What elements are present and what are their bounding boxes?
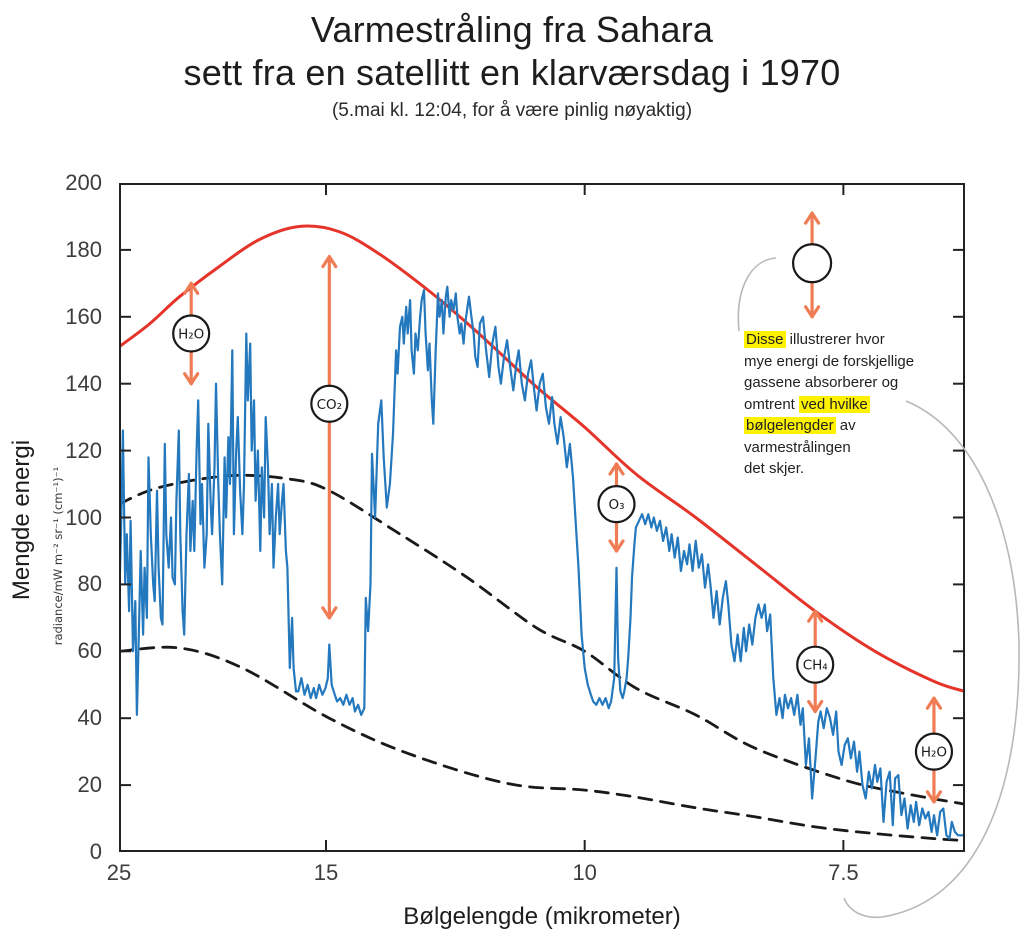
gas-circle xyxy=(172,314,211,353)
note-text: det skjer. xyxy=(744,460,805,477)
gas-circle xyxy=(597,485,636,524)
y-tick-label: 100 xyxy=(65,504,102,530)
arrow-up-icon xyxy=(807,609,824,623)
y-tick-label: 160 xyxy=(65,303,102,329)
y-tick-label: 120 xyxy=(65,437,102,463)
x-tick-label: 10 xyxy=(572,860,597,885)
dashed-reference-upper-curve xyxy=(119,473,965,806)
gas-label: CO₂ xyxy=(317,397,342,413)
arrow-down-icon xyxy=(183,372,200,386)
highlighted-text: bølgelengder xyxy=(744,417,836,434)
chart-title-line-1: Varmestråling fra Sahara xyxy=(310,9,714,50)
gas-annotation-o: O₃ xyxy=(597,462,636,553)
y-tick-label: 180 xyxy=(65,236,102,262)
chart-subtitle: (5.mai kl. 12:04, for å være pinlig nøya… xyxy=(331,100,693,121)
annotation-note-line: mye energi de forskjellige xyxy=(744,351,940,373)
arrow-down-icon xyxy=(321,606,338,620)
arrow-up-icon xyxy=(803,211,821,225)
y-axis-unit-label: radiance/mW m⁻² sr⁻¹ (cm⁻¹)⁻¹ xyxy=(51,466,65,646)
annotation-note-line: det skjer. xyxy=(744,458,940,480)
annotation-note-line: omtrent ved hvilke xyxy=(744,394,940,416)
gas-annotation-ho: H₂O xyxy=(172,281,211,386)
y-tick-label: 60 xyxy=(77,638,102,664)
gas-label: O₃ xyxy=(608,497,624,513)
x-tick-label: 15 xyxy=(313,860,339,885)
x-axis-label: Bølgelengde (mikrometer) xyxy=(403,903,681,930)
arrow-up-icon xyxy=(183,281,200,295)
note-text: varmestrålingen xyxy=(744,438,851,456)
x-tick-label: 25 xyxy=(106,860,132,885)
note-text: mye energi de forskjellige xyxy=(744,352,915,370)
note-text: omtrent xyxy=(744,395,800,413)
gas-label: H₂O xyxy=(921,745,947,761)
annotation-note: Disse illustrerer hvor mye energi de fors… xyxy=(744,329,940,480)
annotation-note-line: Disse illustrerer hvor xyxy=(744,329,940,351)
annotation-note-line: bølgelengder av xyxy=(744,415,940,437)
gas-label: H₂O xyxy=(178,327,204,343)
gas-circle xyxy=(310,384,349,423)
arrow-down-icon xyxy=(608,539,625,553)
legend-example-annotation xyxy=(791,211,833,319)
chart-title-line-2: sett fra en satellitt en klarværsdag i 1… xyxy=(183,52,841,93)
y-tick-label: 140 xyxy=(65,370,102,396)
highlighted-text: Disse xyxy=(744,331,786,348)
note-text: illustrerer hvor xyxy=(785,331,885,348)
gas-annotation-ho: H₂O xyxy=(914,696,954,804)
gas-circle xyxy=(796,645,835,684)
y-tick-label: 20 xyxy=(77,772,102,798)
gas-annotation-co: CO₂ xyxy=(310,254,349,620)
measured-spectrum-blue-curve xyxy=(119,285,965,840)
note-text: gassene absorberer og xyxy=(744,374,899,391)
gas-circle xyxy=(791,243,833,284)
gas-annotation-ch: CH₄ xyxy=(796,609,835,714)
note-text: av xyxy=(835,417,856,434)
arrow-down-icon xyxy=(803,305,821,319)
y-tick-label: 0 xyxy=(89,839,102,864)
annotation-note-line: varmestrålingen xyxy=(744,437,940,459)
y-tick-label: 40 xyxy=(77,705,102,731)
arrow-up-icon xyxy=(608,462,625,476)
x-tick-label: 7.5 xyxy=(828,860,859,885)
title-block: Varmestråling fra Sahara sett fra en sat… xyxy=(0,8,1024,122)
y-tick-label: 80 xyxy=(77,571,102,597)
gas-label: CH₄ xyxy=(803,658,828,674)
arrow-down-icon xyxy=(807,699,824,714)
highlighted-text: ved hvilke xyxy=(799,395,870,413)
annotation-note-line: gassene absorberer og xyxy=(744,372,940,394)
y-tick-label: 200 xyxy=(65,170,102,195)
plot-area: H₂O CO₂ O₃ CH₄ H₂O xyxy=(119,183,965,852)
arrow-up-icon xyxy=(321,254,338,269)
